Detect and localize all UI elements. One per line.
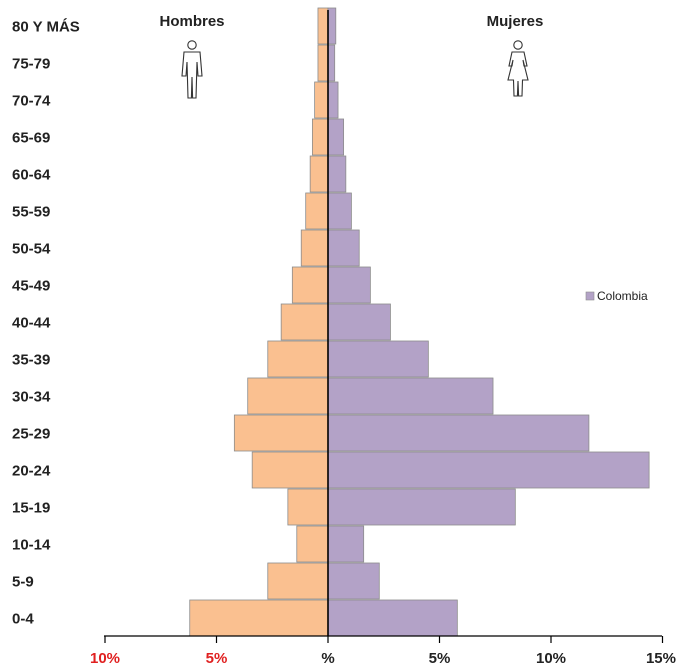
bar-mujeres-75-79 xyxy=(327,44,336,82)
age-label-55-59: 55-59 xyxy=(12,204,50,221)
bar-mujeres-0-4 xyxy=(327,599,458,637)
bar-hombres-30-34 xyxy=(247,377,329,415)
x-tick-label: 5% xyxy=(429,650,451,667)
x-tick-label: % xyxy=(321,650,334,667)
bar-mujeres-70-74 xyxy=(327,81,339,119)
bar-mujeres-45-49 xyxy=(327,266,371,304)
bar-mujeres-60-64 xyxy=(327,155,347,193)
age-label-70-74: 70-74 xyxy=(12,93,51,110)
bar-mujeres-5-9 xyxy=(327,562,380,600)
age-label-5-9: 5-9 xyxy=(12,574,34,591)
bar-mujeres-30-34 xyxy=(327,377,494,415)
hombres-bars xyxy=(189,7,329,637)
age-label-40-44: 40-44 xyxy=(12,315,51,332)
age-label-20-24: 20-24 xyxy=(12,463,51,480)
bar-mujeres-20-24 xyxy=(327,451,650,489)
mujeres-bars xyxy=(327,7,650,637)
age-label-60-64: 60-64 xyxy=(12,167,51,184)
age-label-45-49: 45-49 xyxy=(12,278,50,295)
bar-hombres-40-44 xyxy=(280,303,329,341)
bar-mujeres-80-y-más xyxy=(327,7,337,45)
bar-hombres-45-49 xyxy=(291,266,329,304)
age-label-15-19: 15-19 xyxy=(12,500,50,517)
bar-hombres-15-19 xyxy=(287,488,329,526)
age-label-80-y-más: 80 Y MÁS xyxy=(12,19,80,36)
age-label-50-54: 50-54 xyxy=(12,241,51,258)
bar-mujeres-50-54 xyxy=(327,229,360,267)
bar-hombres-70-74 xyxy=(314,81,329,119)
age-label-25-29: 25-29 xyxy=(12,426,50,443)
x-tick-label: 10% xyxy=(90,650,120,667)
bar-hombres-0-4 xyxy=(189,599,329,637)
age-label-65-69: 65-69 xyxy=(12,130,50,147)
bar-hombres-20-24 xyxy=(251,451,329,489)
bar-mujeres-25-29 xyxy=(327,414,590,452)
bar-hombres-35-39 xyxy=(267,340,329,378)
x-axis-ticks: 10% 5%% 5% 10% 15% xyxy=(90,636,676,667)
bar-hombres-55-59 xyxy=(305,192,329,230)
bar-mujeres-35-39 xyxy=(327,340,429,378)
bar-hombres-10-14 xyxy=(296,525,329,563)
legend-swatch-colombia xyxy=(585,291,595,301)
bar-hombres-75-79 xyxy=(317,44,329,82)
x-tick-label: 5% xyxy=(206,650,228,667)
bar-mujeres-40-44 xyxy=(327,303,391,341)
bar-hombres-65-69 xyxy=(311,118,329,156)
female-person-icon xyxy=(507,40,529,97)
bar-mujeres-65-69 xyxy=(327,118,345,156)
age-label-75-79: 75-79 xyxy=(12,56,50,73)
age-label-10-14: 10-14 xyxy=(12,537,51,554)
age-label-0-4: 0-4 xyxy=(12,611,34,628)
age-label-35-39: 35-39 xyxy=(12,352,50,369)
bar-hombres-60-64 xyxy=(309,155,329,193)
age-label-30-34: 30-34 xyxy=(12,389,51,406)
bar-mujeres-55-59 xyxy=(327,192,352,230)
bar-hombres-25-29 xyxy=(233,414,329,452)
bar-hombres-5-9 xyxy=(267,562,329,600)
age-group-labels: 0-4 5-9 10-14 15-19 20-24 25-29 30-34 35-39 40-4… xyxy=(12,19,80,628)
bar-mujeres-10-14 xyxy=(327,525,365,563)
header-mujeres: Mujeres xyxy=(487,13,544,30)
x-tick-label: 15% xyxy=(646,650,676,667)
bar-hombres-80-y-más xyxy=(317,7,329,45)
male-person-icon xyxy=(181,40,203,99)
legend-label-colombia: Colombia xyxy=(597,289,648,303)
header-hombres: Hombres xyxy=(159,13,224,30)
bar-mujeres-15-19 xyxy=(327,488,516,526)
bar-hombres-50-54 xyxy=(300,229,329,267)
x-tick-label: 10% xyxy=(536,650,566,667)
